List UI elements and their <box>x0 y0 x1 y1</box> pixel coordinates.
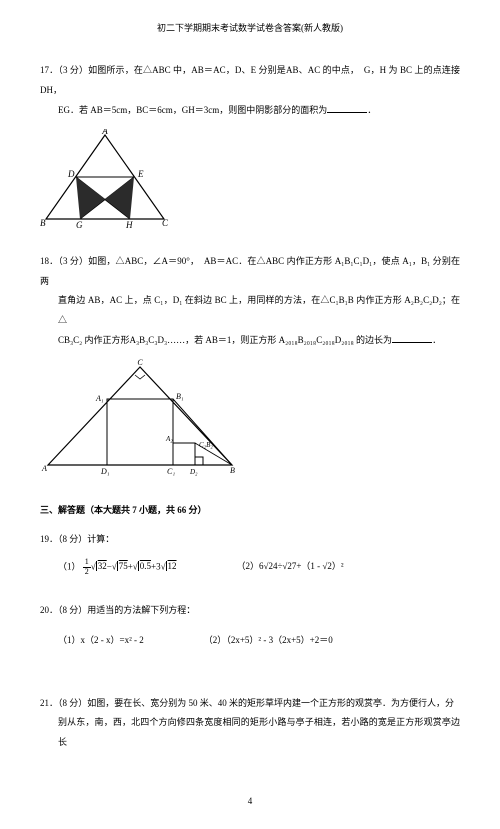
problem-21-points: （8 分） <box>58 698 87 708</box>
blank-fill <box>327 102 367 113</box>
svg-text:C₁: C₁ <box>167 467 175 476</box>
problem-18: 18．（3 分）如图，△ABC，∠A＝90°， AB＝AC．在△ABC 内作正方… <box>40 252 460 484</box>
problem-17-line2: EG．若 AB＝5cm，BC＝6cm，GH＝3cm，则图中阴影部分的面积为 <box>58 105 327 115</box>
problem-17-period: ． <box>367 105 376 115</box>
svg-text:G: G <box>76 220 83 229</box>
problem-21-row1: 21．（8 分）如图，要在长、宽分别为 50 米、40 米的矩形草坪内建一个正方… <box>40 694 460 714</box>
problem-18-row1: 18．（3 分）如图，△ABC，∠A＝90°， AB＝AC．在△ABC 内作正方… <box>40 252 460 292</box>
p20-sub2-label: （2） <box>204 635 227 645</box>
problem-19-number: 19． <box>40 534 58 544</box>
svg-text:D₂: D₂ <box>189 468 198 476</box>
page-number: 4 <box>40 793 460 809</box>
problem-20-subs: （1）x（2 - x）=x² - 2 （2）（2x+5）² - 3（2x+5）+… <box>58 632 460 648</box>
svg-text:C: C <box>137 359 143 367</box>
svg-text:A₁: A₁ <box>95 394 104 403</box>
problem-18-figure: C A B A₁ B₁ D₁ C₁ A₂ D₂ C₂B₂ <box>40 359 460 484</box>
problem-19-subs: （1） 12√32−√75+√0.5+3√12 （2）6√24÷√27+（1 -… <box>58 558 460 577</box>
problem-20-sub2: （2）（2x+5）² - 3（2x+5）+2＝0 <box>204 632 333 648</box>
problem-19-points: （8 分） <box>58 534 87 544</box>
problem-20-text: 用适当的方法解下列方程： <box>87 605 195 615</box>
problem-21-line1: 如图，要在长、宽分别为 50 米、40 米的矩形草坪内建一个正方形的观赏亭．为方… <box>87 698 454 708</box>
problem-20-number: 20． <box>40 605 58 615</box>
svg-text:A₂: A₂ <box>165 435 173 443</box>
problem-19: 19．（8 分）计算： （1） 12√32−√75+√0.5+3√12 （2）6… <box>40 530 460 576</box>
problem-17-points: （3 分） <box>58 65 88 75</box>
problem-18-number: 18． <box>40 256 58 266</box>
problem-18-line1: 如图，△ABC，∠A＝90°， AB＝AC．在△ABC 内作正方形 A₁B₁C₁… <box>40 256 460 286</box>
p20-sub1-text: x（2 - x）=x² - 2 <box>81 635 144 645</box>
problem-21-line2: 别从东，南，西，北四个方向修四条宽度相同的矩形小路与亭子相连，若小路的宽是正方形… <box>40 713 460 753</box>
svg-text:E: E <box>137 169 144 179</box>
problem-19-row: 19．（8 分）计算： <box>40 530 460 550</box>
problem-19-sub1: （1） 12√32−√75+√0.5+3√12 <box>58 558 177 577</box>
section-3-title: 三、解答题（本大题共 7 小题，共 66 分） <box>40 502 460 518</box>
problem-17-figure: A D E B G H C <box>40 129 460 234</box>
problem-17-line1: 如图所示，在△ABC 中，AB＝AC，D、E 分别是AB、AC 的中点， G，H… <box>40 65 460 95</box>
problem-17: 17．（3 分）如图所示，在△ABC 中，AB＝AC，D、E 分别是AB、AC … <box>40 61 460 234</box>
problem-17-number: 17． <box>40 65 58 75</box>
svg-text:A: A <box>101 129 108 136</box>
blank-fill-2 <box>392 332 432 343</box>
problem-20-sub1: （1）x（2 - x）=x² - 2 <box>58 632 144 648</box>
p20-sub2-text: （2x+5）² - 3（2x+5）+2＝0 <box>226 635 332 645</box>
svg-text:C₂B₂: C₂B₂ <box>199 441 213 449</box>
problem-18-period: ． <box>432 335 441 345</box>
sub2-text: 6√24÷√27+（1 - √2）² <box>259 561 344 571</box>
problem-18-line3: CB₃C₂ 内作正方形A₃B₃C₃D₃……，若 AB＝1，则正方形 A₂₀₁₈B… <box>58 335 392 345</box>
svg-text:B: B <box>230 466 235 475</box>
svg-text:D: D <box>67 169 75 179</box>
problem-18-line2: 直角边 AB，AC 上，点 C₁，D₁ 在斜边 BC 上，用同样的方法，在△C₁… <box>40 291 460 331</box>
sub1-label: （1） <box>58 561 81 571</box>
problem-20: 20．（8 分）用适当的方法解下列方程： （1）x（2 - x）=x² - 2 … <box>40 601 460 649</box>
problem-21-number: 21． <box>40 698 58 708</box>
sub2-label: （2） <box>237 561 260 571</box>
svg-text:A: A <box>41 464 47 473</box>
svg-text:B: B <box>40 218 46 228</box>
svg-text:B₁: B₁ <box>176 392 184 401</box>
problem-21: 21．（8 分）如图，要在长、宽分别为 50 米、40 米的矩形草坪内建一个正方… <box>40 694 460 753</box>
svg-text:H: H <box>125 220 133 229</box>
problem-18-row3: CB₃C₂ 内作正方形A₃B₃C₃D₃……，若 AB＝1，则正方形 A₂₀₁₈B… <box>40 331 460 351</box>
page-header: 初二下学期期末考试数学试卷含答案(新人教版) <box>40 20 460 36</box>
p20-sub1-label: （1） <box>58 635 81 645</box>
problem-19-sub2: （2）6√24÷√27+（1 - √2）² <box>237 558 344 577</box>
svg-text:C: C <box>162 218 169 228</box>
problem-18-points: （3 分） <box>58 256 88 266</box>
problem-19-text: 计算： <box>87 534 114 544</box>
problem-17-line2-row: EG．若 AB＝5cm，BC＝6cm，GH＝3cm，则图中阴影部分的面积为 ． <box>40 101 460 121</box>
svg-text:D₁: D₁ <box>100 467 110 476</box>
problem-20-row: 20．（8 分）用适当的方法解下列方程： <box>40 601 460 621</box>
problem-20-points: （8 分） <box>58 605 87 615</box>
problem-17-text: 17．（3 分）如图所示，在△ABC 中，AB＝AC，D、E 分别是AB、AC … <box>40 61 460 101</box>
